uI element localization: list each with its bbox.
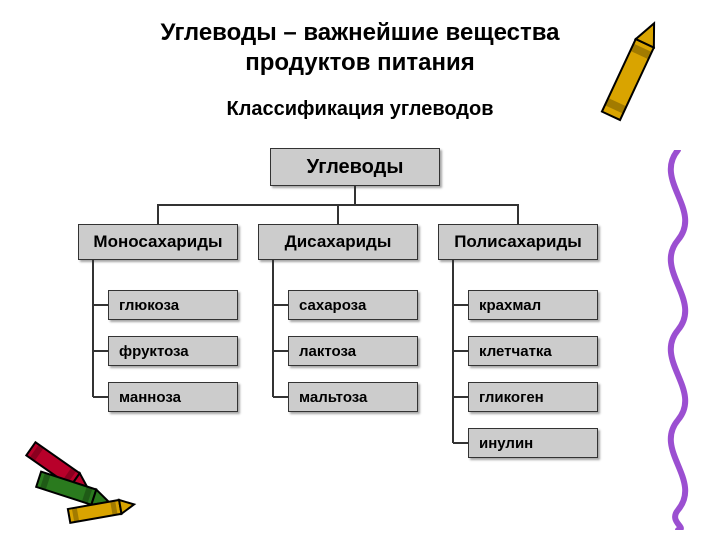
connector-line <box>453 442 468 444</box>
tree-category: Моносахариды <box>78 224 238 260</box>
connector-line <box>93 350 108 352</box>
connector-line <box>92 260 94 397</box>
page-subtitle: Классификация углеводов <box>100 98 620 121</box>
connector-line <box>273 304 288 306</box>
tree-category: Дисахариды <box>258 224 418 260</box>
connector-line <box>157 204 159 224</box>
connector-line <box>453 396 468 398</box>
crayon-yellow-small-icon <box>55 478 140 548</box>
tree-root: Углеводы <box>270 148 440 186</box>
tree-item: клетчатка <box>468 336 598 366</box>
connector-line <box>517 204 519 224</box>
crayon-yellow-icon <box>590 10 670 140</box>
connector-line <box>354 186 356 204</box>
tree-item: гликоген <box>468 382 598 412</box>
connector-line <box>93 396 108 398</box>
tree-item: инулин <box>468 428 598 458</box>
connector-line <box>272 260 274 397</box>
tree-item: глюкоза <box>108 290 238 320</box>
tree-item: сахароза <box>288 290 418 320</box>
connector-line <box>273 396 288 398</box>
connector-line <box>93 304 108 306</box>
page-title: Углеводы – важнейшие вещества продуктов … <box>100 18 620 78</box>
connector-line <box>273 350 288 352</box>
tree-item: крахмал <box>468 290 598 320</box>
tree-item: лактоза <box>288 336 418 366</box>
title-line-1: Углеводы – важнейшие вещества <box>160 19 559 46</box>
tree-item: манноза <box>108 382 238 412</box>
squiggle-icon <box>648 150 708 530</box>
tree-item: мальтоза <box>288 382 418 412</box>
connector-line <box>453 350 468 352</box>
tree-item: фруктоза <box>108 336 238 366</box>
tree-category: Полисахариды <box>438 224 598 260</box>
connector-line <box>337 204 339 224</box>
title-line-2: продуктов питания <box>245 49 475 76</box>
connector-line <box>453 304 468 306</box>
